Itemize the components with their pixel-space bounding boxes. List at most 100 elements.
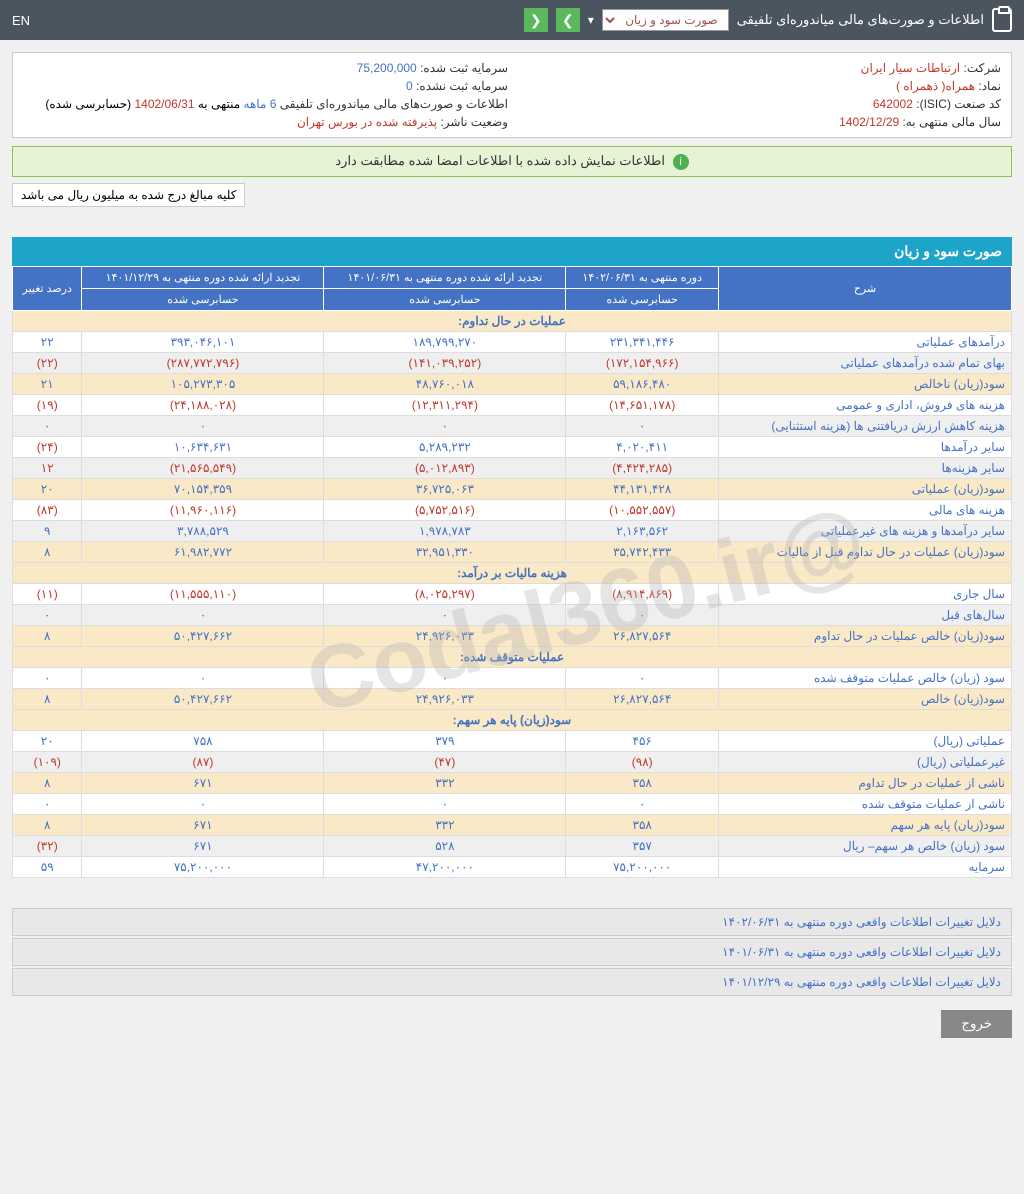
cell-c2: ۰: [324, 605, 566, 626]
cell-c2: ۳۲,۹۵۱,۳۳۰: [324, 542, 566, 563]
cell-c3: ۵۰,۴۲۷,۶۶۲: [82, 689, 324, 710]
language-link[interactable]: EN: [12, 13, 30, 28]
cell-c2: ۱۸۹,۷۹۹,۲۷۰: [324, 332, 566, 353]
income-statement-table: شرح دوره منتهی به ۱۴۰۲/۰۶/۳۱ تجدید ارائه…: [12, 266, 1012, 878]
group-header: هزینه مالیات بر درآمد:: [13, 563, 1012, 584]
cell-c2: ۲۴,۹۲۶,۰۳۳: [324, 626, 566, 647]
cell-c3: (۲۱,۵۶۵,۵۴۹): [82, 458, 324, 479]
page-title: اطلاعات و صورت‌های مالی میاندوره‌ای تلفی…: [737, 12, 984, 28]
row-desc: ناشی از عملیات متوقف شده: [719, 794, 1012, 815]
cell-change: ۹: [13, 521, 82, 542]
reason-row[interactable]: دلایل تغییرات اطلاعات واقعی دوره منتهی ب…: [12, 968, 1012, 996]
company-info-box: شرکت: ارتباطات سیار ایران سرمایه ثبت شده…: [12, 52, 1012, 138]
row-desc: هزینه های فروش، اداری و عمومی: [719, 395, 1012, 416]
nav-next-button[interactable]: ❯: [556, 8, 580, 32]
row-desc: سود(زیان) پایه هر سهم: [719, 815, 1012, 836]
company-name: ارتباطات سیار ایران: [861, 61, 961, 75]
reason-row[interactable]: دلایل تغییرات اطلاعات واقعی دوره منتهی ب…: [12, 938, 1012, 966]
cell-change: (۲۴): [13, 437, 82, 458]
cell-change: (۸۳): [13, 500, 82, 521]
cell-c1: ۰: [566, 605, 719, 626]
symbol: همراه( ذهمراه ): [896, 79, 975, 93]
cell-change: (۱۰۹): [13, 752, 82, 773]
cell-c2: (۸,۰۲۵,۲۹۷): [324, 584, 566, 605]
report-select[interactable]: صورت سود و زیان: [602, 9, 729, 31]
cell-c2: ۳۷۹: [324, 731, 566, 752]
cell-c3: ۱۰,۶۳۴,۶۳۱: [82, 437, 324, 458]
cell-c1: ۰: [566, 794, 719, 815]
cell-c1: (۴,۴۲۴,۲۸۵): [566, 458, 719, 479]
cell-change: (۱۱): [13, 584, 82, 605]
cell-c2: ۴۷,۲۰۰,۰۰۰: [324, 857, 566, 878]
isic-code: 642002: [873, 97, 913, 111]
cell-change: ۸: [13, 542, 82, 563]
cell-c3: (۱۱,۹۶۰,۱۱۶): [82, 500, 324, 521]
cell-change: ۵۹: [13, 857, 82, 878]
cell-c3: ۷۵۸: [82, 731, 324, 752]
cell-c2: (۵,۰۱۲,۸۹۳): [324, 458, 566, 479]
reason-row[interactable]: دلایل تغییرات اطلاعات واقعی دوره منتهی ب…: [12, 908, 1012, 936]
exit-button[interactable]: خروج: [941, 1010, 1012, 1038]
col-period1: دوره منتهی به ۱۴۰۲/۰۶/۳۱: [566, 267, 719, 289]
row-desc: سود(زیان) خالص: [719, 689, 1012, 710]
cell-c3: ۷۵,۲۰۰,۰۰۰: [82, 857, 324, 878]
row-desc: سود (زیان) خالص هر سهم– ریال: [719, 836, 1012, 857]
cell-c3: ۶۷۱: [82, 815, 324, 836]
col-desc: شرح: [719, 267, 1012, 311]
cell-change: ۰: [13, 605, 82, 626]
row-desc: هزینه های مالی: [719, 500, 1012, 521]
cell-c3: ۶۷۱: [82, 773, 324, 794]
cell-change: (۱۹): [13, 395, 82, 416]
cell-c1: ۰: [566, 416, 719, 437]
cell-c1: ۰: [566, 668, 719, 689]
cell-c1: ۲,۱۶۳,۵۶۲: [566, 521, 719, 542]
capital-registered: 75,200,000: [357, 61, 417, 75]
cell-c3: ۳,۷۸۸,۵۲۹: [82, 521, 324, 542]
publisher-status: پذیرفته شده در بورس تهران: [297, 115, 437, 129]
cell-c1: ۳۵۸: [566, 773, 719, 794]
cell-change: ۲۰: [13, 731, 82, 752]
row-desc: سود(زیان) عملیات در حال تداوم قبل از مال…: [719, 542, 1012, 563]
row-desc: بهای تمام شده درآمدهای عملیاتی: [719, 353, 1012, 374]
cell-c1: ۴,۰۲۰,۴۱۱: [566, 437, 719, 458]
cell-c3: ۶۷۱: [82, 836, 324, 857]
capital-unregistered: 0: [406, 79, 413, 93]
cell-c2: ۳۳۲: [324, 773, 566, 794]
cell-change: ۲۲: [13, 332, 82, 353]
fiscal-year: 1402/12/29: [839, 115, 899, 129]
cell-c2: ۳۶,۷۲۵,۰۶۳: [324, 479, 566, 500]
cell-c1: ۳۵,۷۴۲,۴۳۳: [566, 542, 719, 563]
alert-box: i اطلاعات نمایش داده شده با اطلاعات امضا…: [12, 146, 1012, 177]
cell-c2: ۲۴,۹۲۶,۰۳۳: [324, 689, 566, 710]
row-desc: عملیاتی (ریال): [719, 731, 1012, 752]
cell-c1: ۲۳۱,۳۴۱,۴۴۶: [566, 332, 719, 353]
reasons-section: دلایل تغییرات اطلاعات واقعی دوره منتهی ب…: [12, 908, 1012, 996]
cell-c3: ۷۰,۱۵۴,۳۵۹: [82, 479, 324, 500]
cell-c2: ۱,۹۷۸,۷۸۳: [324, 521, 566, 542]
cell-c1: ۴۴,۱۳۱,۴۲۸: [566, 479, 719, 500]
nav-prev-button[interactable]: ❮: [524, 8, 548, 32]
cell-change: ۲۱: [13, 374, 82, 395]
cell-c3: ۶۱,۹۸۲,۷۷۲: [82, 542, 324, 563]
cell-c2: ۳۳۲: [324, 815, 566, 836]
row-desc: سال‌های قبل: [719, 605, 1012, 626]
cell-c3: (۱۱,۵۵۵,۱۱۰): [82, 584, 324, 605]
cell-c1: ۷۵,۲۰۰,۰۰۰: [566, 857, 719, 878]
row-desc: سایر درآمدها و هزینه های غیرعملیاتی: [719, 521, 1012, 542]
cell-change: (۳۲): [13, 836, 82, 857]
row-desc: سایر هزینه‌ها: [719, 458, 1012, 479]
cell-c2: (۱۴۱,۰۳۹,۲۵۲): [324, 353, 566, 374]
cell-change: ۰: [13, 794, 82, 815]
cell-c2: (۱۲,۳۱۱,۲۹۴): [324, 395, 566, 416]
cell-c1: ۲۶,۸۲۷,۵۶۴: [566, 689, 719, 710]
cell-c1: (۸,۹۱۴,۸۶۹): [566, 584, 719, 605]
row-desc: هزینه کاهش ارزش دریافتنی ها (هزینه استثن…: [719, 416, 1012, 437]
group-header: عملیات در حال تداوم:: [13, 311, 1012, 332]
cell-c2: (۴۷): [324, 752, 566, 773]
row-desc: سود(زیان) خالص عملیات در حال تداوم: [719, 626, 1012, 647]
row-desc: سال جاری: [719, 584, 1012, 605]
row-desc: درآمدهای عملیاتی: [719, 332, 1012, 353]
cell-c2: ۵,۲۸۹,۲۳۲: [324, 437, 566, 458]
cell-c2: (۵,۷۵۲,۵۱۶): [324, 500, 566, 521]
cell-c3: ۵۰,۴۲۷,۶۶۲: [82, 626, 324, 647]
